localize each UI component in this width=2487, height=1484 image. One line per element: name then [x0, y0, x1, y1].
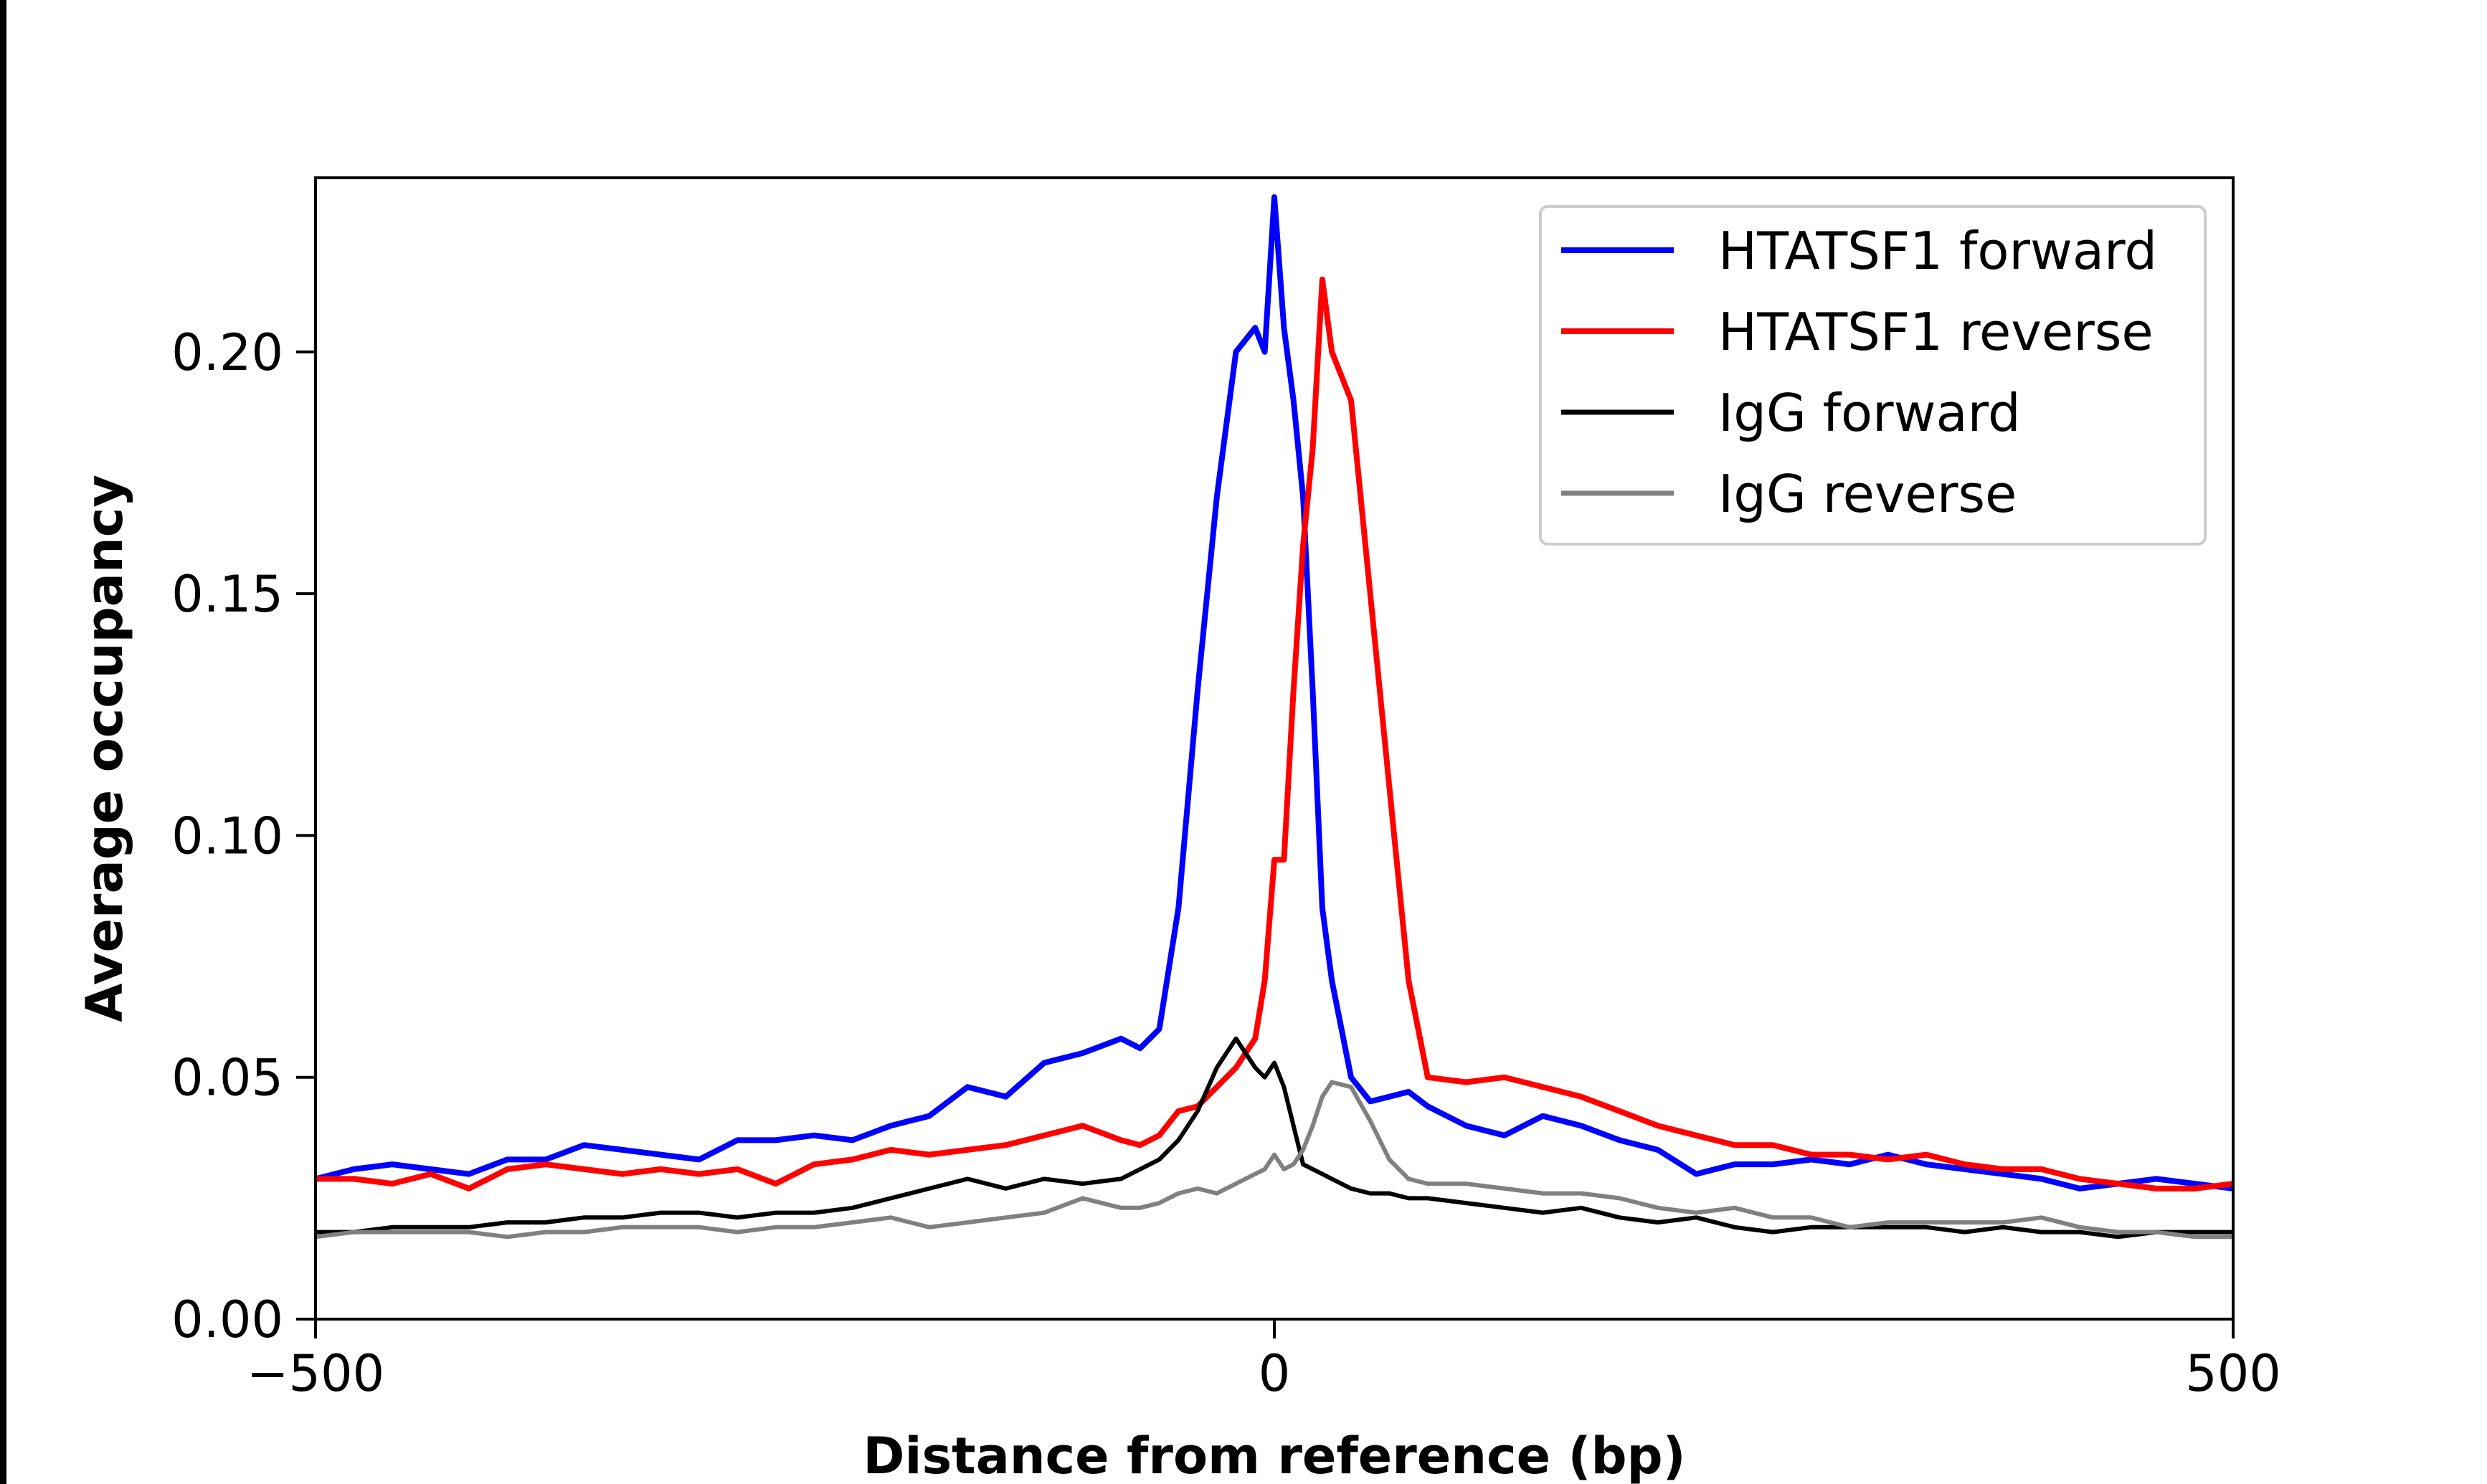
series-line-htatsf1-forward — [315, 194, 2234, 1192]
left-edge-bar — [0, 0, 6, 1484]
x-axis-ticks: −500 0 500 — [247, 1319, 2281, 1403]
y-axis-ticks: 0.00 0.05 0.10 0.15 0.20 — [171, 323, 316, 1349]
y-tick-label: 0.10 — [171, 807, 283, 865]
y-tick-label: 0.00 — [171, 1290, 283, 1349]
y-tick-label: 0.20 — [171, 323, 283, 382]
x-axis-label: Distance from reference (bp) — [863, 1427, 1685, 1484]
x-tick-label: 500 — [2185, 1344, 2281, 1403]
legend-label-htatsf1-forward: HTATSF1 forward — [1718, 221, 2157, 281]
series-line-igg-reverse — [315, 1080, 2233, 1240]
y-tick-label: 0.15 — [171, 565, 283, 624]
legend: HTATSF1 forward HTATSF1 reverse IgG forwar… — [1539, 205, 2207, 546]
legend-label-igg-reverse: IgG reverse — [1718, 464, 2017, 524]
series-lines — [315, 194, 2234, 1240]
x-tick-label: 0 — [1259, 1344, 1291, 1403]
x-tick-label: −500 — [247, 1344, 384, 1403]
series-line-htatsf1-reverse — [316, 276, 2234, 1192]
legend-label-igg-forward: IgG forward — [1718, 383, 2021, 443]
legend-box — [1539, 205, 2207, 546]
y-axis-label: Average occupancy — [75, 475, 134, 1022]
y-tick-label: 0.05 — [171, 1049, 283, 1108]
series-line-igg-forward — [316, 1036, 2233, 1240]
legend-label-htatsf1-reverse: HTATSF1 reverse — [1718, 302, 2154, 362]
